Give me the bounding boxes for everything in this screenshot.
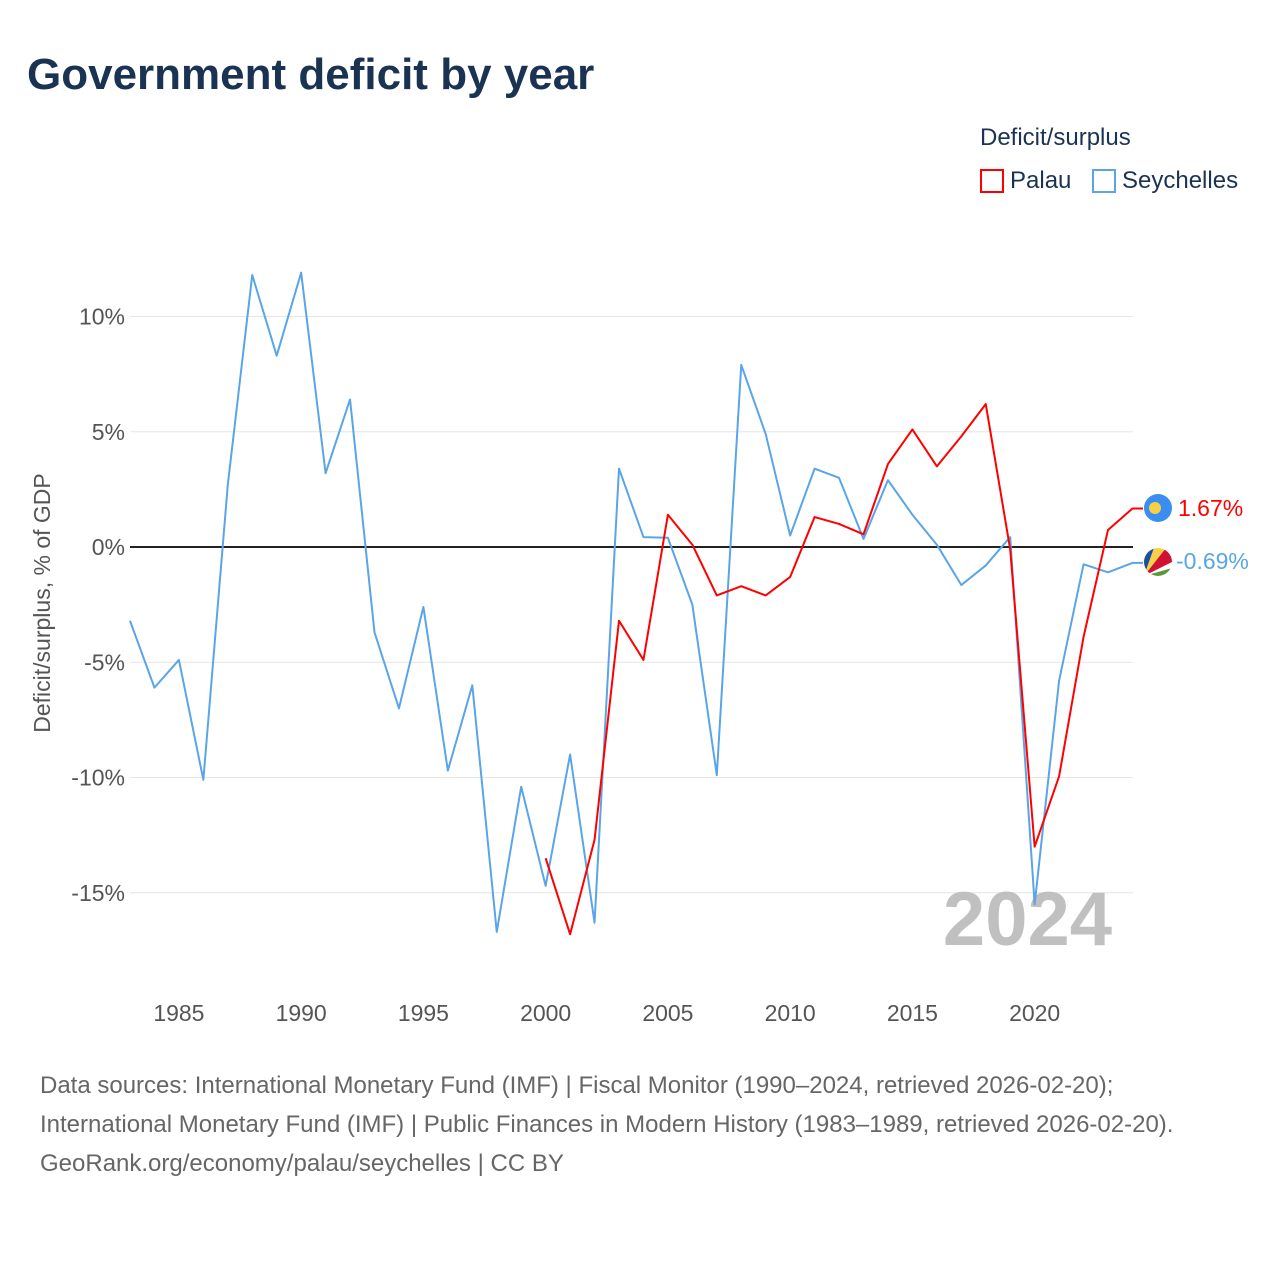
x-tick-label: 2010 (765, 1000, 816, 1026)
legend-label: Palau (1010, 167, 1072, 194)
legend-item-seychelles[interactable]: Seychelles (1092, 167, 1238, 195)
legend-label: Seychelles (1122, 167, 1239, 194)
series-line-seychelles (129, 271, 1143, 933)
y-tick-label: 5% (92, 419, 125, 445)
x-tick-label: 2000 (520, 1000, 571, 1026)
year-watermark: 2024 (943, 877, 1112, 962)
chart-title: Government deficit by year (27, 50, 595, 99)
seychelles-end-label: -0.69% (1176, 548, 1249, 574)
y-tick-label: -15% (71, 880, 125, 906)
x-tick-label: 2020 (1009, 1000, 1060, 1026)
seychelles-flag-icon (1144, 548, 1172, 576)
sources-text: Data sources: International Monetary Fun… (40, 1072, 1174, 1138)
x-tick-label: 2015 (887, 1000, 938, 1026)
chart-area: 10% 5% 0% -5% -10% -15% 1985 1990 1995 2000 2005 20… (29, 271, 1249, 1026)
legend-swatch (980, 169, 1004, 193)
legend-item-palau[interactable]: Palau (980, 167, 1071, 195)
palau-end-label: 1.67% (1178, 495, 1243, 521)
x-tick-label: 2005 (642, 1000, 693, 1026)
y-axis-label: Deficit/surplus, % of GDP (29, 473, 55, 732)
y-tick-label: -10% (71, 765, 125, 791)
x-tick-label: 1990 (276, 1000, 327, 1026)
x-tick-label: 1995 (398, 1000, 449, 1026)
y-tick-label: -5% (84, 649, 125, 675)
legend-swatch (1092, 169, 1116, 193)
palau-flag-icon (1144, 494, 1172, 522)
y-tick-label: 0% (92, 534, 125, 560)
x-tick-label: 1985 (153, 1000, 204, 1026)
legend-title: Deficit/surplus (980, 124, 1131, 151)
y-tick-label: 10% (79, 304, 125, 330)
data-sources: Data sources: International Monetary Fun… (40, 1066, 1240, 1183)
series-line-palau (544, 403, 1143, 936)
source-link[interactable]: GeoRank.org/economy/palau/seychelles | C… (40, 1150, 564, 1177)
